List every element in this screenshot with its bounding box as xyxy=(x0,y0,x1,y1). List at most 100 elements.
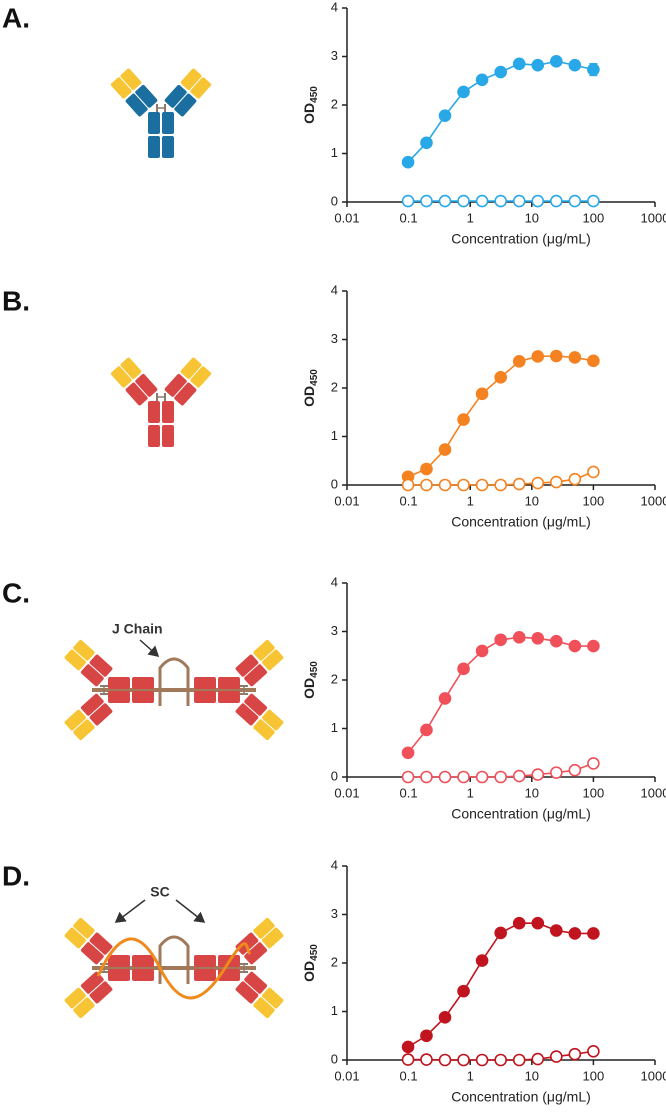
domain xyxy=(135,373,158,397)
data-point xyxy=(401,746,415,760)
data-point xyxy=(568,1047,582,1061)
antibody xyxy=(64,917,154,1019)
data-point xyxy=(568,58,582,72)
y-axis-label-subscript: 450 xyxy=(309,86,320,103)
domain xyxy=(64,709,86,731)
domain xyxy=(108,691,130,703)
y-tick-label: 0 xyxy=(331,476,338,491)
data-point xyxy=(438,478,452,492)
domain xyxy=(218,677,240,689)
data-point xyxy=(531,476,545,490)
domain xyxy=(148,401,160,423)
data-point xyxy=(457,478,470,492)
data-point xyxy=(475,387,489,401)
annotation: SC xyxy=(150,884,169,900)
x-tick-label: 1 xyxy=(467,785,474,800)
domain xyxy=(244,664,268,687)
secretory-component xyxy=(96,937,252,1000)
y-axis-label: OD450 xyxy=(301,661,320,699)
x-tick-label: 0.01 xyxy=(334,210,359,225)
x-tick-label: 0.1 xyxy=(400,210,418,225)
fab-arm xyxy=(64,971,113,1019)
domain xyxy=(244,942,268,965)
antibody xyxy=(64,639,154,741)
domain xyxy=(174,382,197,406)
data-point xyxy=(420,723,433,737)
arrow xyxy=(139,639,160,657)
y-tick-label: 2 xyxy=(331,671,338,686)
data-point xyxy=(550,634,563,648)
data-point xyxy=(531,194,545,208)
data-point xyxy=(550,924,563,937)
y-tick-label: 2 xyxy=(331,954,338,969)
annotation: J Chain xyxy=(112,621,163,637)
domain xyxy=(64,927,86,949)
y-tick-label: 4 xyxy=(331,574,338,589)
domain xyxy=(190,366,212,388)
y-axis-label-text: OD xyxy=(301,386,317,407)
domain xyxy=(162,425,174,447)
x-tick-label: 1000 xyxy=(641,785,666,800)
data-point xyxy=(438,770,452,784)
data-point xyxy=(401,155,415,169)
data-point xyxy=(568,763,582,777)
data-point xyxy=(494,65,507,79)
data-point xyxy=(512,355,526,368)
domain xyxy=(262,649,284,671)
data-point xyxy=(587,354,600,368)
domain xyxy=(235,981,259,1004)
domain xyxy=(162,112,174,134)
fab-arm xyxy=(235,693,284,741)
domain xyxy=(73,917,95,939)
domain xyxy=(235,654,259,677)
domain xyxy=(262,927,284,949)
data-point xyxy=(475,644,489,658)
data-point xyxy=(587,63,600,76)
arrow xyxy=(175,899,206,923)
series-line xyxy=(407,922,594,1048)
data-point xyxy=(568,639,582,653)
data-point xyxy=(550,194,563,208)
data-point xyxy=(494,478,507,492)
domain xyxy=(162,401,174,423)
data-point xyxy=(420,770,433,784)
data-point xyxy=(587,1044,600,1058)
data-point xyxy=(587,757,600,770)
domain xyxy=(253,997,275,1019)
domain xyxy=(132,955,154,967)
data-point xyxy=(531,1052,545,1066)
fab-arm xyxy=(164,357,212,406)
y-tick-label: 1 xyxy=(331,720,338,735)
data-point xyxy=(494,194,507,208)
j-chain xyxy=(158,657,190,706)
data-point xyxy=(438,1011,452,1024)
domain xyxy=(253,719,275,741)
domain xyxy=(180,68,202,90)
data-point xyxy=(494,926,507,940)
y-axis-label: OD450 xyxy=(301,369,320,407)
data-point xyxy=(457,984,470,998)
domain xyxy=(164,373,187,397)
fab-arm xyxy=(164,68,212,117)
x-tick-label: 1000 xyxy=(641,493,666,508)
panel-label: C. xyxy=(2,577,30,608)
data-point xyxy=(494,1053,507,1067)
y-tick-label: 1 xyxy=(331,1003,338,1018)
y-tick-label: 0 xyxy=(331,1051,338,1066)
x-axis-label: Concentration (μg/mL) xyxy=(451,1089,591,1105)
domain xyxy=(73,719,95,741)
domain xyxy=(194,955,216,967)
domain xyxy=(89,654,113,677)
fab-arm xyxy=(64,693,113,741)
data-point xyxy=(438,1053,452,1067)
x-tick-label: 1 xyxy=(467,493,474,508)
data-point xyxy=(512,1053,526,1067)
domain xyxy=(162,136,174,158)
arrow xyxy=(114,899,146,923)
fab-arm xyxy=(235,639,284,687)
x-tick-label: 10 xyxy=(525,1068,539,1083)
data-point xyxy=(550,1050,563,1063)
domain xyxy=(262,709,284,731)
x-tick-label: 1 xyxy=(467,1068,474,1083)
j-chain xyxy=(158,935,190,984)
